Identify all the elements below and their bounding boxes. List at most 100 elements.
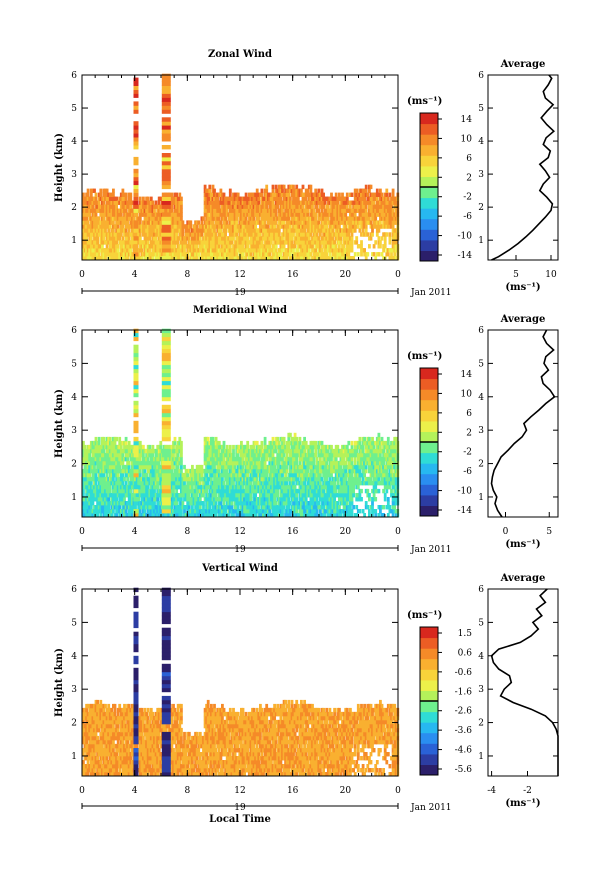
heatmap-cell [338,248,341,253]
heatmap-cell [320,208,324,213]
heatmap-cell [153,232,156,237]
heatmap-cell [252,456,256,462]
heatmap-cell [282,240,286,245]
heatmap-cell [97,472,101,478]
heatmap-cell [301,232,305,237]
heatmap-cell [86,252,90,257]
heatmap-cell [118,232,122,237]
heatmap-cell [108,488,112,494]
heatmap-cell [97,196,101,201]
heatmap-cell [246,501,250,506]
heatmap-cell [320,204,324,209]
heatmap-cell [129,204,133,209]
heatmap-cell [142,460,145,466]
heatmap-cell [213,212,216,217]
heatmap-cell [375,212,379,217]
heatmap-cell [292,184,295,190]
heatmap-cell [301,200,305,205]
heatmap-cell [186,480,190,486]
heatmap-cell [255,236,259,241]
heatmap-cell [232,472,235,478]
heatmap-cell [135,240,139,245]
heatmap-cell [382,224,385,229]
heatmap-cell [243,509,246,514]
heatmap-cell [96,224,99,229]
heatmap-cell [205,464,208,470]
heatmap-cell [151,236,155,241]
heatmap-cell [276,188,280,193]
heatmap-cell [390,208,393,213]
heatmap-cell [208,505,212,510]
heatmap-cell [295,196,299,201]
heatmap-cell [172,444,175,450]
heatmap-cell [257,240,261,245]
heatmap-cell [311,240,314,245]
heatmap-cell [96,236,99,241]
heatmap-cell [161,456,164,462]
heatmap-cell [309,232,313,237]
heatmap-cell [126,256,129,261]
heatmap-cell [175,472,178,478]
heatmap-cell [156,232,160,237]
heatmap-cell [97,440,101,446]
heatmap-cell [173,493,177,498]
heatmap-cell [385,204,389,209]
heatmap-cell [287,204,291,209]
heatmap-cell [119,224,123,229]
heatmap-cell [244,513,248,518]
heatmap-cell [82,236,85,241]
heatmap-cell [123,444,126,450]
heatmap-cell [241,208,245,213]
heatmap-cell [148,509,152,514]
heatmap-cell [202,484,205,490]
heatmap-cell [217,240,221,245]
heatmap-cell [306,216,310,221]
heatmap-cell [140,480,144,486]
heatmap-cell [105,436,109,442]
heatmap-cell [170,240,174,245]
heatmap-cell [214,476,218,482]
heatmap-cell [168,513,172,518]
heatmap-cell [104,212,107,217]
heatmap-cell [375,192,379,197]
heatmap-cell [342,244,346,249]
heatmap-cell [180,480,183,486]
y-tick-label: 1 [71,236,77,246]
heatmap-cell [243,216,246,221]
heatmap-cell [371,224,374,229]
heatmap-cell [360,188,363,193]
heatmap-cell [148,228,152,233]
heatmap-cell [140,228,144,233]
heatmap-cell [156,452,160,458]
heatmap-cell [263,228,267,233]
heatmap-cell [181,484,185,490]
heatmap-cell [83,468,87,474]
profile-y-tick-label: 6 [478,71,484,81]
heatmap-cell [175,513,178,518]
heatmap-cell [203,440,207,446]
heatmap-cell [88,448,92,454]
heatmap-cell [338,236,341,241]
heatmap-cell [358,196,362,201]
heatmap-cell [208,212,212,217]
heatmap-cell [104,464,107,470]
heatmap-cell [236,472,240,478]
heatmap-cell [108,208,112,213]
heatmap-cell [355,200,359,205]
heatmap-cell [112,256,115,261]
heatmap-cell [198,501,202,506]
heatmap-cell [319,252,322,257]
heatmap-cell [105,224,109,229]
heatmap-cell [372,212,376,217]
heatmap-cell [157,493,161,498]
heatmap-cell [293,256,297,261]
heatmap-cell [140,444,144,450]
heatmap-cell [334,192,338,197]
heatmap-cell [330,204,333,209]
heatmap-cell [388,256,392,261]
heatmap-cell [238,501,242,506]
heatmap-cell [217,252,221,257]
heatmap-cell [252,464,256,470]
heatmap-cell [132,216,136,221]
